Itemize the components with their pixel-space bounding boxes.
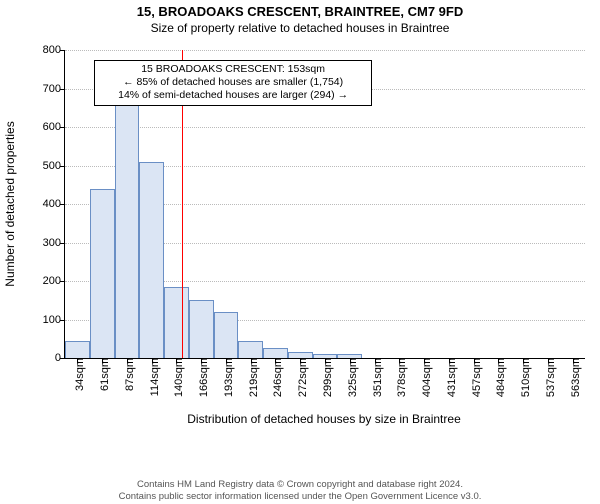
histogram-chart: 0 100 200 300 400 500 600 700 800 34sqm 61sqm 87sqm… xyxy=(0,42,600,442)
x-tick-label: 193sqm xyxy=(217,358,235,397)
x-tick-label: 325sqm xyxy=(341,358,359,397)
x-tick-label: 351sqm xyxy=(366,358,384,397)
gridline xyxy=(65,127,585,128)
histogram-bar xyxy=(214,312,239,358)
y-tick-label: 0 xyxy=(55,352,65,364)
gridline xyxy=(65,50,585,51)
x-tick-label: 457sqm xyxy=(465,358,483,397)
x-tick-label: 219sqm xyxy=(242,358,260,397)
y-tick-label: 200 xyxy=(43,275,65,287)
x-tick-label: 299sqm xyxy=(316,358,334,397)
x-tick-label: 537sqm xyxy=(539,358,557,397)
x-tick-label: 166sqm xyxy=(192,358,210,397)
histogram-bar xyxy=(139,162,164,358)
x-tick-label: 510sqm xyxy=(514,358,532,397)
histogram-bar xyxy=(263,348,288,358)
footer-line-1: Contains HM Land Registry data © Crown c… xyxy=(0,479,600,490)
page-title: 15, BROADOAKS CRESCENT, BRAINTREE, CM7 9… xyxy=(0,4,600,19)
x-tick-label: 114sqm xyxy=(143,358,161,396)
annotation-line: 15 BROADOAKS CRESCENT: 153sqm xyxy=(101,63,365,76)
y-tick-label: 300 xyxy=(43,237,65,249)
histogram-bar xyxy=(65,341,90,358)
histogram-bar xyxy=(164,287,189,358)
annotation-line: 14% of semi-detached houses are larger (… xyxy=(101,89,365,102)
y-tick-label: 600 xyxy=(43,121,65,133)
y-tick-label: 400 xyxy=(43,198,65,210)
y-axis-label: Number of detached properties xyxy=(3,121,17,286)
histogram-bar xyxy=(115,100,140,358)
plot-area: 010020030040050060070080034sqm61sqm87sqm… xyxy=(64,50,585,359)
x-tick-label: 378sqm xyxy=(390,358,408,397)
histogram-bar xyxy=(189,300,214,358)
x-axis-label: Distribution of detached houses by size … xyxy=(187,412,461,426)
page-subtitle: Size of property relative to detached ho… xyxy=(0,21,600,35)
annotation-box: 15 BROADOAKS CRESCENT: 153sqm← 85% of de… xyxy=(94,60,372,105)
x-tick-label: 272sqm xyxy=(291,358,309,397)
y-tick-label: 500 xyxy=(43,160,65,172)
x-tick-label: 87sqm xyxy=(118,358,136,391)
x-tick-label: 563sqm xyxy=(564,358,582,397)
histogram-bar xyxy=(238,341,263,358)
y-tick-label: 800 xyxy=(43,44,65,56)
x-tick-label: 246sqm xyxy=(266,358,284,397)
x-tick-label: 431sqm xyxy=(440,358,458,397)
footer-line-2: Contains public sector information licen… xyxy=(0,491,600,502)
x-tick-label: 34sqm xyxy=(68,358,86,391)
y-tick-label: 700 xyxy=(43,83,65,95)
x-tick-label: 61sqm xyxy=(93,358,111,391)
x-tick-label: 404sqm xyxy=(415,358,433,397)
x-tick-label: 140sqm xyxy=(167,358,185,397)
x-tick-label: 484sqm xyxy=(489,358,507,397)
annotation-line: ← 85% of detached houses are smaller (1,… xyxy=(101,76,365,89)
attribution-footer: Contains HM Land Registry data © Crown c… xyxy=(0,479,600,502)
histogram-bar xyxy=(90,189,115,358)
y-tick-label: 100 xyxy=(43,314,65,326)
